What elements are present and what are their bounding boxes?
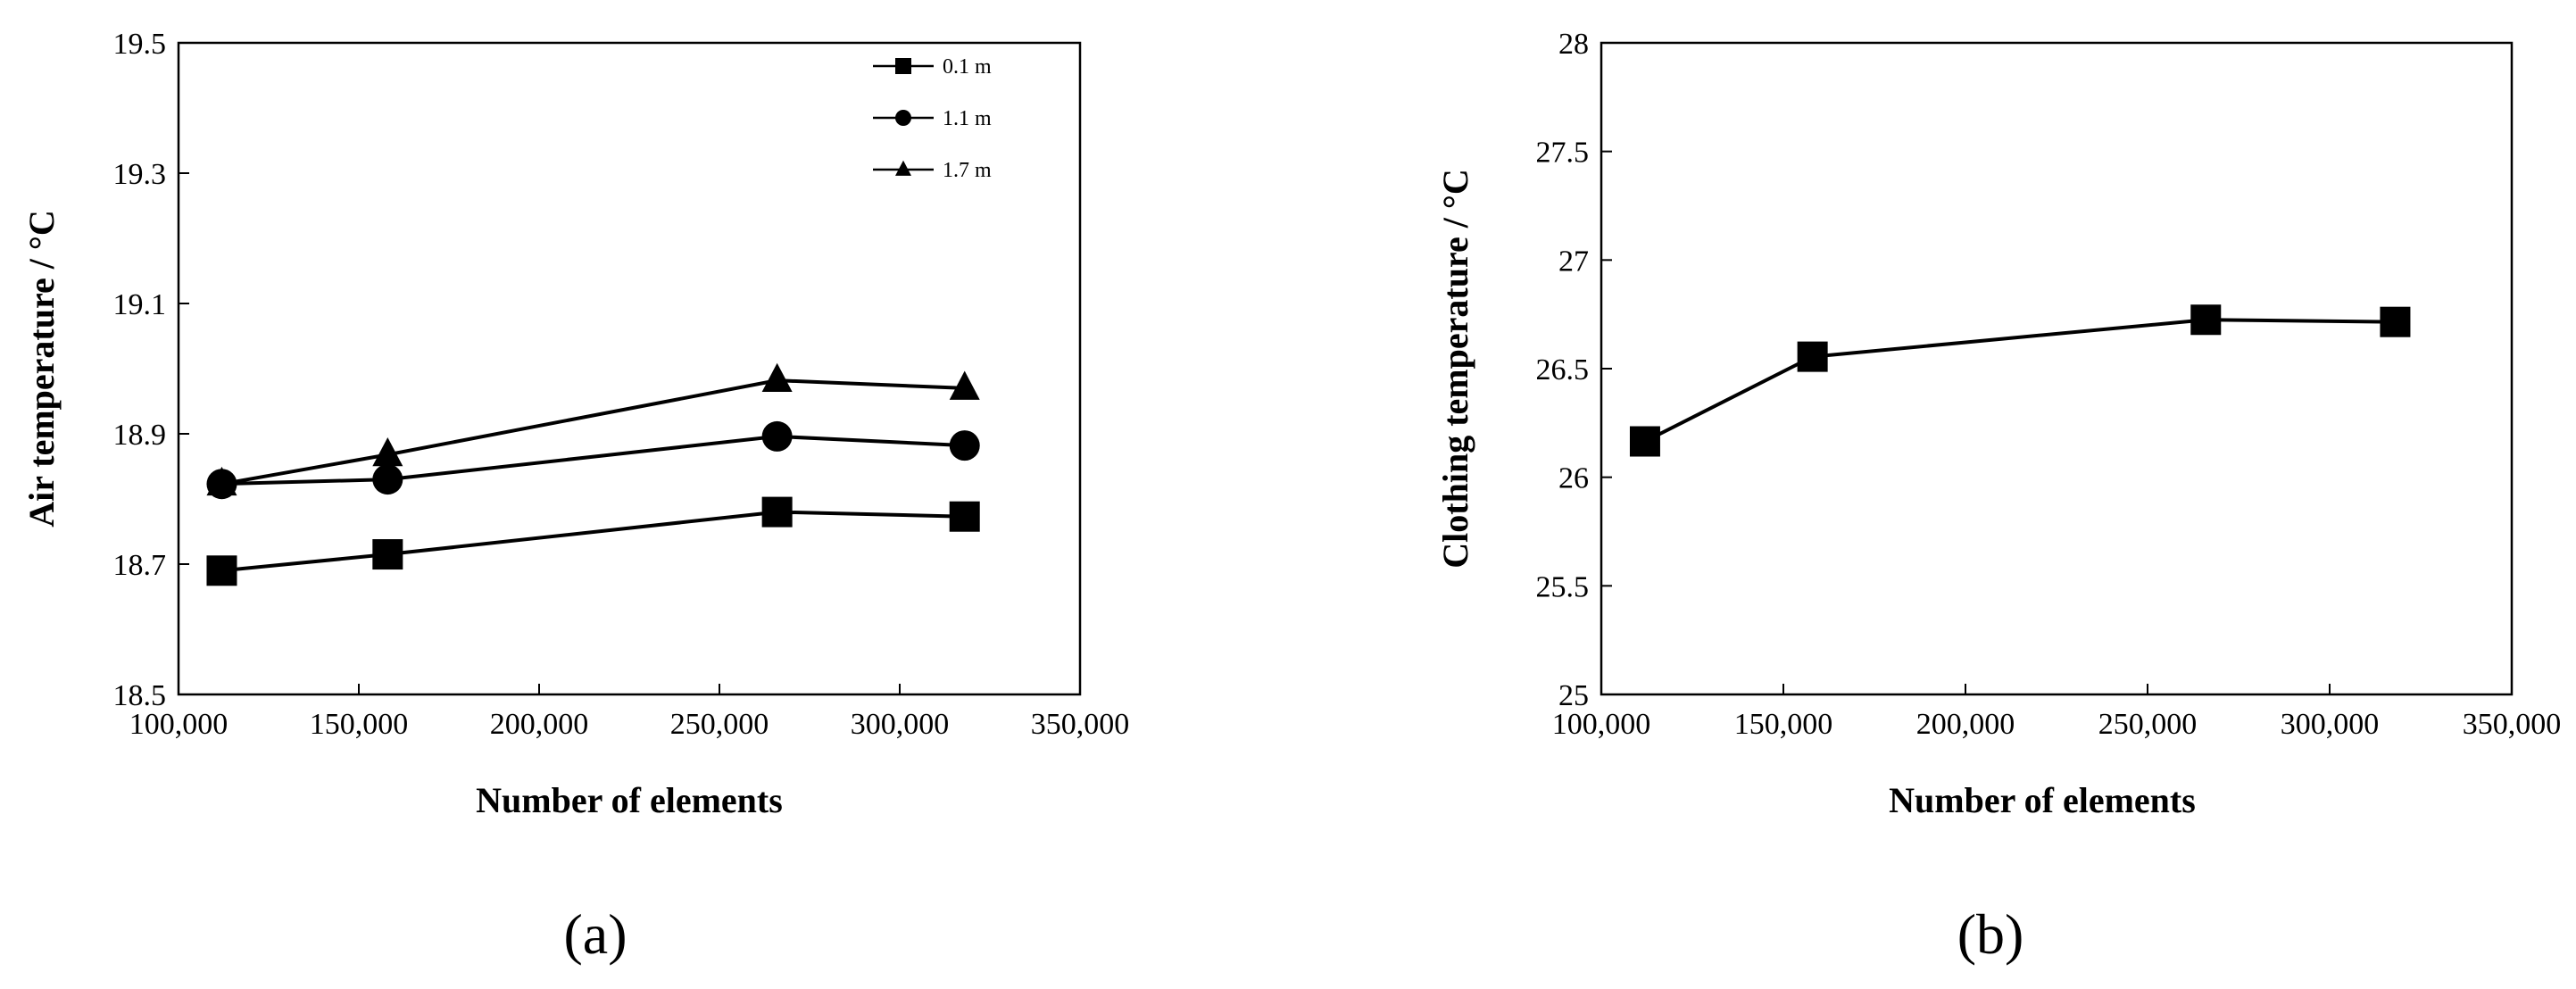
panel-b-x-ticks: 100,000 150,000 200,000 250,000 300,000 350,0… — [1552, 684, 2562, 741]
panel-b-series-line-0 — [1644, 318, 2396, 444]
legend-label-0: 0.1 m — [943, 55, 992, 79]
panel-a-data-point — [949, 501, 980, 532]
panel-a-chart: 100,000 150,000 200,000 250,000 300,000 350,0… — [21, 28, 1129, 966]
panel-a-y-tick-label: 18.5 — [113, 679, 167, 712]
panel-b-label: (b) — [1957, 902, 2024, 966]
panel-a-data-point — [949, 430, 980, 461]
panel-a-y-tick-label: 19.1 — [113, 288, 167, 321]
legend-marker-square — [895, 58, 911, 74]
legend-label-2: 1.7 m — [943, 159, 992, 182]
panel-a-data-point — [949, 370, 980, 400]
panel-a-y-tick-label: 18.9 — [113, 419, 167, 452]
panel-b-y-tick-label: 25 — [1558, 679, 1589, 712]
panel-b-x-tick-label: 350,000 — [2463, 708, 2562, 741]
panel-a-x-tick-label: 250,000 — [670, 708, 769, 741]
panel-b-y-tick-label: 25.5 — [1536, 570, 1590, 603]
panel-a-x-tick-label: 350,000 — [1031, 708, 1130, 741]
panel-a-legend: 0.1 m 1.1 m 1.7 m — [873, 55, 992, 182]
panel-a-x-tick-label: 200,000 — [490, 708, 589, 741]
panel-a-y-tick-label: 19.3 — [113, 158, 167, 191]
legend-marker-triangle — [895, 160, 911, 176]
panel-a-plot-frame — [177, 41, 1082, 696]
panel-a-data-point — [372, 539, 403, 570]
panel-a-data-point — [761, 362, 793, 393]
panel-b-x-tick-label: 150,000 — [1734, 708, 1833, 741]
panel-a-data-point — [206, 555, 237, 586]
panel-a-data-point — [761, 496, 793, 528]
panel-a-x-axis-title: Number of elements — [476, 780, 783, 820]
panel-a-data-point — [372, 464, 403, 495]
panel-a-y-ticks: 18.5 18.7 18.9 19.1 19.3 19.5 — [113, 28, 189, 712]
panel-a-y-axis-title: Air temperature / °C — [21, 210, 62, 528]
panel-a-x-ticks: 100,000 150,000 200,000 250,000 300,000 350,0… — [129, 684, 1130, 741]
panel-b-y-tick-label: 27 — [1558, 245, 1589, 278]
panel-b-data-point — [1629, 426, 1660, 457]
panel-a-series-line-2 — [221, 378, 965, 486]
panel-a-data-point — [206, 466, 237, 496]
panel-a-label: (a) — [563, 902, 627, 966]
panel-b-y-ticks: 25 25.5 26 26.5 27 27.5 28 — [1536, 28, 1612, 712]
panel-b-data-point — [2190, 304, 2222, 336]
panel-a-x-tick-label: 150,000 — [310, 708, 409, 741]
panel-a-series-line-0 — [221, 510, 965, 573]
panel-b-y-tick-label: 28 — [1558, 28, 1589, 61]
legend-marker-circle — [895, 110, 911, 126]
panel-b-y-tick-label: 26 — [1558, 462, 1589, 495]
panel-b-x-tick-label: 200,000 — [1916, 708, 2015, 741]
panel-b-y-axis-title: Clothing temperature / °C — [1435, 169, 1475, 568]
panel-b-x-tick-label: 300,000 — [2281, 708, 2380, 741]
panel-a-x-tick-label: 300,000 — [851, 708, 950, 741]
panel-b-y-tick-label: 26.5 — [1536, 353, 1590, 386]
panel-b-series — [1629, 304, 2411, 457]
panel-a-data-point — [761, 420, 793, 452]
panel-a-x-tick-label: 100,000 — [129, 708, 229, 741]
panel-b-chart: 100,000 150,000 200,000 250,000 300,000 350,0… — [1435, 28, 2561, 966]
panel-b-x-tick-label: 100,000 — [1552, 708, 1651, 741]
panel-a-series-line-1 — [221, 434, 965, 486]
panel-b-y-tick-label: 27.5 — [1536, 137, 1590, 170]
panel-b-data-point — [2380, 306, 2411, 337]
panel-a-y-tick-label: 18.7 — [113, 549, 167, 582]
panel-b-x-tick-label: 250,000 — [2098, 708, 2198, 741]
panel-b-plot-frame — [1600, 41, 2514, 696]
panel-b-data-point — [1797, 341, 1828, 372]
panel-a-series — [206, 362, 980, 586]
panel-a-data-point — [372, 436, 403, 467]
panel-a-y-tick-label: 19.5 — [113, 28, 167, 61]
panel-b-x-axis-title: Number of elements — [1889, 780, 2196, 820]
legend-label-1: 1.1 m — [943, 107, 992, 130]
